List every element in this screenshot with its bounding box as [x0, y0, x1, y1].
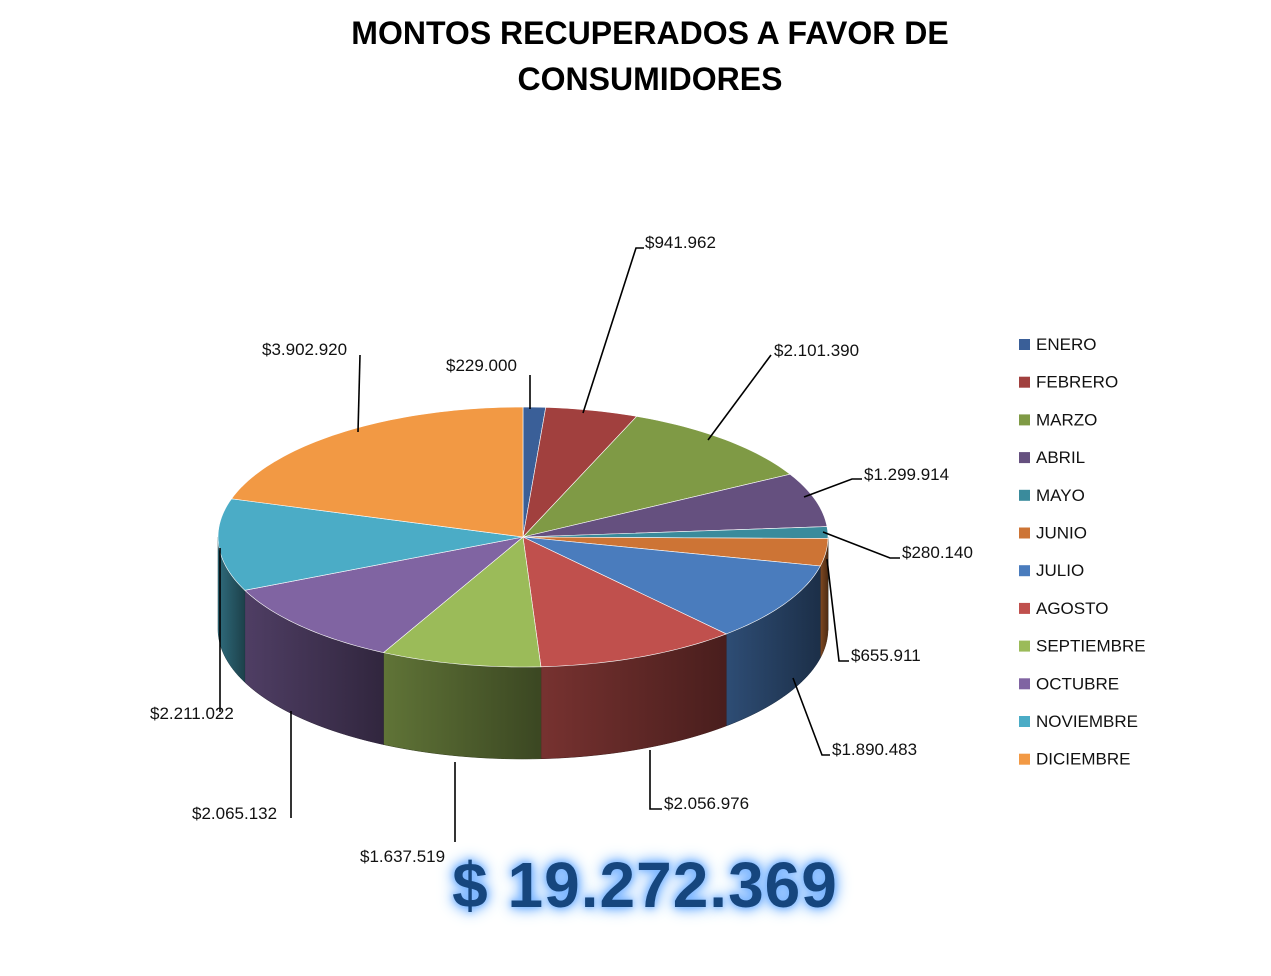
pie-slice-diciembre [230, 406, 524, 538]
legend-label-diciembre: DICIEMBRE [1036, 750, 1130, 769]
pie-side-septiembre [383, 652, 542, 760]
data-label-enero: $229.000 [446, 356, 517, 375]
legend-label-febrero: FEBRERO [1036, 373, 1118, 392]
legend-swatch-junio [1019, 527, 1030, 539]
data-label-junio: $655.911 [851, 646, 921, 665]
legend-label-octubre: OCTUBRE [1036, 674, 1119, 693]
pie-slice-abril [522, 473, 828, 538]
legend-label-mayo: MAYO [1036, 486, 1085, 505]
data-label-febrero: $941.962 [645, 233, 716, 252]
leader-lines [219, 247, 900, 842]
legend-swatch-abril [1019, 452, 1030, 464]
legend-label-junio: JUNIO [1036, 524, 1087, 543]
legend-label-abril: ABRIL [1036, 448, 1085, 467]
legend-label-noviembre: NOVIEMBRE [1036, 712, 1138, 731]
total-amount: $ 19.272.369 [452, 849, 838, 921]
leader-line-mayo [822, 531, 900, 559]
legend-label-marzo: MARZO [1036, 410, 1097, 429]
legend-swatch-diciembre [1019, 753, 1030, 765]
pie-top [217, 406, 829, 668]
chart-title-line-2: CONSUMIDORES [517, 61, 783, 97]
leader-line-marzo [707, 354, 772, 441]
leader-line-diciembre [357, 354, 361, 433]
legend-label-enero: ENERO [1036, 335, 1096, 354]
legend-swatch-septiembre [1019, 640, 1030, 652]
pie-slice-agosto [522, 536, 728, 668]
leader-line-agosto [649, 750, 662, 810]
data-label-marzo: $2.101.390 [774, 341, 859, 360]
data-label-septiembre: $1.637.519 [360, 847, 445, 866]
legend-label-septiembre: SEPTIEMBRE [1036, 637, 1146, 656]
legend-swatch-octubre [1019, 678, 1030, 690]
chart-title: MONTOS RECUPERADOS A FAVOR DE CONSUMIDOR… [250, 10, 1050, 102]
legend-swatch-agosto [1019, 602, 1030, 614]
data-label-agosto: $2.056.976 [664, 794, 749, 813]
legend-swatch-mayo [1019, 489, 1030, 501]
pie-slice-septiembre [382, 536, 542, 668]
data-label-mayo: $280.140 [902, 543, 973, 562]
legend-swatch-julio [1019, 565, 1030, 577]
chart-title-line-1: MONTOS RECUPERADOS A FAVOR DE [351, 15, 949, 51]
leader-line-junio [826, 558, 849, 662]
data-label-diciembre: $3.902.920 [262, 340, 347, 359]
pie-slice-marzo [522, 416, 791, 538]
data-label-octubre: $2.065.132 [192, 804, 277, 823]
leader-line-julio [792, 677, 830, 756]
legend-label-julio: JULIO [1036, 561, 1084, 580]
leader-line-febrero [582, 247, 644, 414]
data-label-noviembre: $2.211.022 [150, 704, 234, 723]
data-label-julio: $1.890.483 [832, 740, 917, 759]
pie-slice-febrero [522, 407, 638, 538]
pie-slice-noviembre [217, 498, 524, 591]
pie-slice-octubre [244, 536, 524, 653]
pie-slice-julio [522, 536, 821, 635]
data-labels: $229.000 $941.962 $2.101.390 $1.299.914 $280… [150, 233, 973, 866]
leader-line-abril [803, 478, 862, 498]
legend-label-agosto: AGOSTO [1036, 599, 1108, 618]
legend: ENERO FEBRERO MARZO ABRIL MAYO JUNIO JULIO AGOS… [1019, 335, 1146, 769]
legend-swatch-febrero [1019, 376, 1030, 388]
legend-swatch-marzo [1019, 414, 1030, 426]
legend-swatch-noviembre [1019, 716, 1030, 727]
data-label-abril: $1.299.914 [864, 465, 949, 484]
legend-swatch-enero [1019, 339, 1030, 350]
